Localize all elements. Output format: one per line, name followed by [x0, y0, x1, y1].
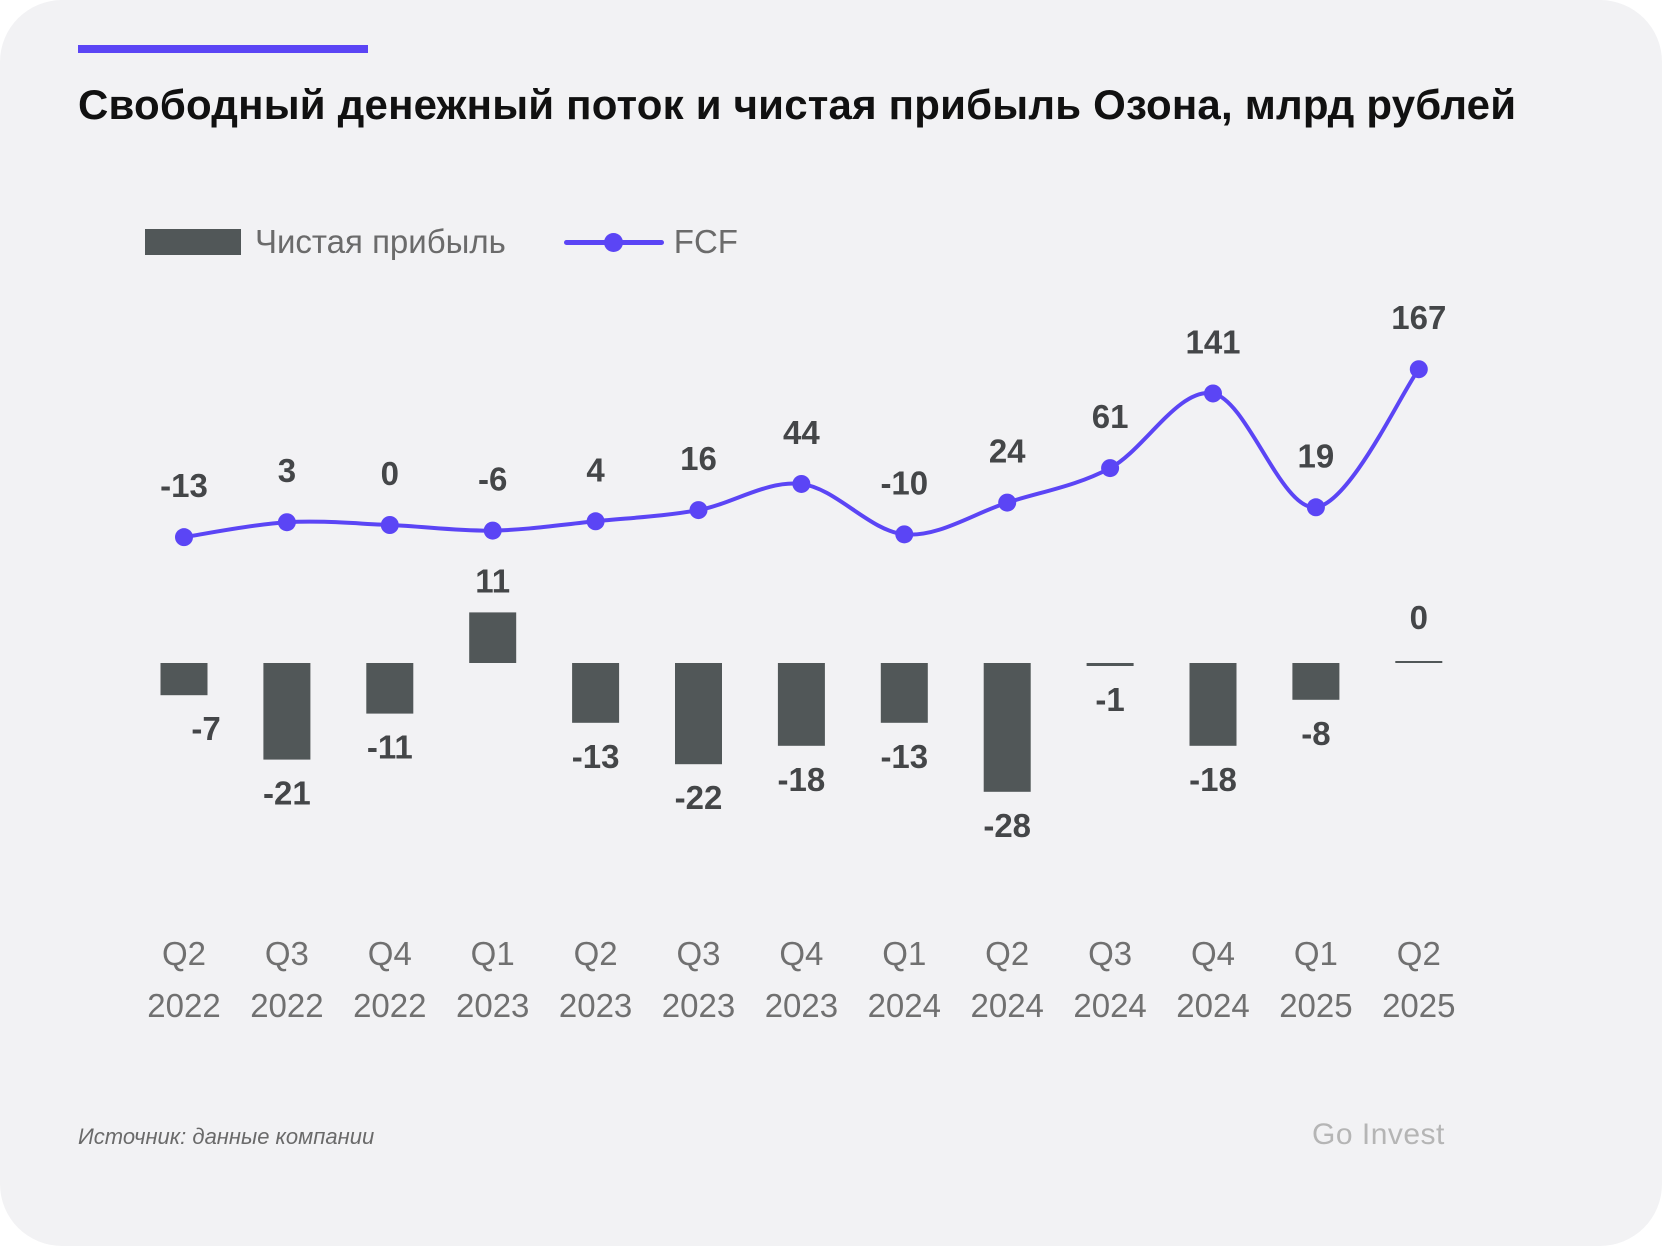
fcf-point	[895, 525, 914, 544]
bar-value-label: 11	[475, 562, 510, 599]
fcf-value-label: -10	[880, 464, 928, 501]
fcf-point	[1101, 459, 1120, 478]
fcf-point	[1204, 384, 1222, 403]
bar-net-profit	[777, 663, 825, 746]
bar-value-label: -1	[1095, 681, 1124, 718]
x-tick-year: 2022	[147, 987, 220, 1024]
fcf-line	[182, 367, 1421, 540]
bar-value-label: -18	[1189, 761, 1237, 798]
fcf-value-label: 141	[1185, 323, 1240, 360]
legend-label-fcf: FCF	[673, 223, 738, 260]
bar-value-label: -13	[572, 738, 620, 775]
accent-bar	[78, 45, 368, 53]
x-tick-year: 2023	[662, 987, 735, 1024]
legend-item-net-profit: Чистая прибыль	[145, 223, 506, 261]
bar-net-profit	[160, 663, 208, 696]
bar-value-label: -28	[983, 807, 1031, 844]
fcf-point	[175, 528, 193, 547]
x-tick-quarter: Q1	[471, 935, 515, 972]
fcf-point	[586, 512, 605, 531]
legend-line-marker	[563, 229, 664, 255]
fcf-point	[483, 521, 502, 540]
x-tick-quarter: Q4	[368, 935, 412, 972]
bar-net-profit	[572, 663, 620, 723]
x-tick-year: 2025	[1382, 987, 1455, 1024]
x-tick-year: 2024	[1176, 987, 1249, 1024]
legend-label-net-profit: Чистая прибыль	[255, 223, 506, 260]
fcf-value-label: 44	[783, 414, 820, 451]
x-tick-quarter: Q2	[574, 935, 618, 972]
bar-net-profit	[880, 663, 928, 723]
fcf-value-label: 167	[1391, 299, 1446, 336]
fcf-value-label: 16	[680, 440, 717, 477]
bar-value-label: -7	[191, 710, 220, 747]
bar-value-label: -21	[263, 775, 311, 812]
x-tick-year: 2022	[353, 987, 426, 1024]
x-tick-year: 2023	[765, 987, 838, 1024]
x-tick-quarter: Q2	[1397, 935, 1441, 972]
fcf-value-label: 0	[381, 455, 399, 492]
chart-title: Свободный денежный поток и чистая прибыл…	[78, 81, 1517, 128]
bar-value-label: -22	[675, 779, 723, 816]
bar-net-profit	[675, 663, 722, 765]
fcf-point	[1409, 360, 1428, 379]
fcf-value-label: 4	[586, 451, 605, 488]
fcf-value-label: -6	[478, 461, 507, 498]
bar-net-profit	[469, 612, 517, 663]
legend-item-fcf: FCF	[506, 223, 738, 261]
x-tick-year: 2024	[970, 987, 1043, 1024]
brand-logo: Go Invest	[1312, 1118, 1445, 1151]
bar-net-profit	[366, 663, 414, 714]
x-tick-quarter: Q1	[1294, 935, 1338, 972]
x-tick-year: 2023	[559, 987, 632, 1024]
fcf-value-label: 24	[989, 433, 1026, 470]
bar-net-profit	[263, 663, 311, 760]
fcf-point	[792, 474, 811, 493]
bar-value-label: -11	[367, 729, 413, 766]
bar-value-label: -8	[1301, 715, 1330, 752]
x-tick-quarter: Q1	[882, 935, 926, 972]
bar-value-label: -18	[778, 761, 826, 798]
fcf-point	[1306, 498, 1325, 517]
fcf-point	[380, 516, 399, 534]
chart-plot: -7 -21 -11 11 -13 -22 -18 -13 -28 -1 -18 -8 0 -13 3 0 -6…	[147, 299, 1455, 1024]
x-tick-quarter: Q4	[779, 935, 823, 972]
x-tick-quarter: Q3	[676, 935, 720, 972]
legend: Чистая прибыль FCF	[145, 222, 738, 262]
x-tick-quarter: Q3	[265, 935, 309, 972]
legend-bar-swatch	[145, 229, 241, 255]
fcf-value-label: -13	[160, 467, 208, 504]
bar-net-profit	[1292, 663, 1340, 700]
fcf-value-label: 19	[1298, 437, 1335, 474]
x-tick-year: 2023	[456, 987, 529, 1024]
source-note: Источник: данные компании	[78, 1124, 375, 1149]
x-tick-quarter: Q2	[985, 935, 1029, 972]
x-tick-year: 2024	[1073, 987, 1146, 1024]
x-tick-quarter: Q4	[1191, 935, 1235, 972]
bar-value-label: 0	[1410, 599, 1428, 636]
x-tick-year: 2022	[250, 987, 323, 1024]
fcf-point	[689, 501, 708, 520]
bar-net-profit	[1395, 661, 1443, 663]
x-tick-quarter: Q2	[162, 935, 206, 972]
bar-net-profit	[1086, 663, 1134, 666]
x-tick-quarter: Q3	[1088, 935, 1132, 972]
fcf-value-label: 3	[278, 452, 296, 489]
x-tick-year: 2025	[1279, 987, 1352, 1024]
fcf-point	[998, 493, 1017, 512]
bar-net-profit	[1189, 663, 1237, 746]
bar-net-profit	[983, 663, 1031, 792]
fcf-value-label: 61	[1092, 398, 1129, 435]
fcf-point	[277, 513, 296, 532]
x-tick-year: 2024	[868, 987, 941, 1024]
bar-value-label: -13	[880, 738, 928, 775]
